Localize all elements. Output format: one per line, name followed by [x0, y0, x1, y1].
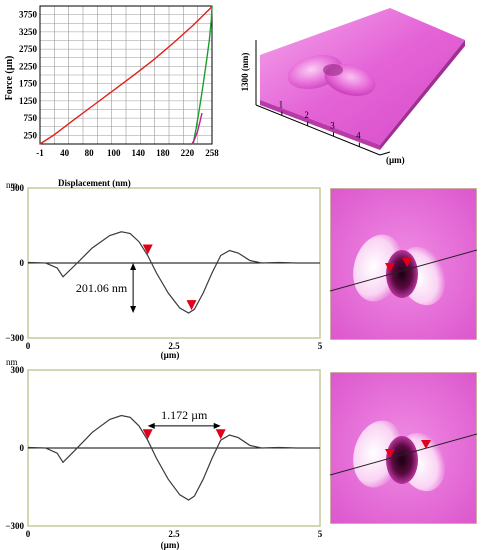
afm1-scan-line: [330, 249, 477, 292]
p1-x-tick-label: 0: [26, 341, 31, 351]
p2-marker: [215, 429, 226, 440]
p1-y-tick-label: −300: [5, 333, 24, 343]
x-axis-end: [379, 151, 391, 156]
force-y-label: Force (µn): [4, 56, 15, 101]
afm2-scan-line: [330, 433, 477, 476]
z-axis-label: 1300 (nm): [240, 53, 250, 92]
force-x-tick-label: 40: [60, 148, 70, 158]
profile1-markers: [142, 244, 197, 311]
profile1-unit: nm: [6, 180, 18, 190]
force-loading-line: [39, 5, 213, 145]
surface-x-tick-label: 4: [356, 131, 361, 141]
force-series-group: [39, 5, 213, 145]
force-curve-chart: -1 40 80 100 140 180 220 258 250 750 1250 1750 2250…: [4, 5, 219, 158]
p2-x-tick-label: 2.5: [168, 529, 180, 539]
force-y-tick-label: 750: [24, 113, 38, 123]
p1-x-tick-label: 2.5: [168, 341, 180, 351]
p2-marker: [142, 429, 153, 440]
p1-marker: [142, 244, 153, 255]
surface-x-tick-label: 2: [304, 110, 309, 120]
surface-x-tick-label: 1: [279, 99, 284, 109]
force-x-tick-label: 220: [181, 148, 195, 158]
surface-x-label: (µm): [386, 155, 405, 165]
profile2-y-ticks: 300 0 −300: [5, 365, 24, 531]
width-annotation: 1.172 µm: [161, 408, 208, 422]
afm2-marker-1: [385, 449, 395, 458]
surface-x-ticks: 1 2 3 4: [279, 99, 361, 147]
width-arrow-head-right: [213, 422, 221, 429]
profile2-line: [27, 414, 320, 501]
width-arrow-head-left: [147, 422, 155, 429]
depth-arrow-head-top: [130, 263, 137, 270]
force-x-tick-label: -1: [36, 148, 44, 158]
p2-x-tick-label: 5: [318, 529, 323, 539]
p1-marker: [186, 300, 197, 311]
indent-cavity: [323, 64, 343, 76]
p2-y-tick-label: 0: [20, 443, 25, 453]
force-x-ticks: -1 40 80 100 140 180 220 258: [36, 148, 219, 158]
profile1-x-ticks: 0 2.5 5: [26, 341, 323, 351]
depth-annotation: 201.06 nm: [76, 281, 128, 295]
force-x-tick-label: 140: [132, 148, 146, 158]
force-y-tick-label: 2250: [19, 61, 38, 71]
afm2-indent: [386, 436, 418, 484]
surface-front-edge: [260, 100, 380, 150]
p1-y-tick-label: 300: [11, 183, 25, 193]
profile2-markers: [142, 429, 226, 440]
afm-topview-2: [330, 372, 477, 524]
profile1-line: [27, 231, 320, 314]
depth-arrow: [130, 263, 137, 313]
force-y-tick-label: 1250: [19, 96, 38, 106]
profile2-x-ticks: 0 2.5 5: [26, 529, 323, 539]
force-unloading-line: [192, 5, 213, 145]
profile2-x-label: (µm): [161, 540, 180, 550]
force-y-tick-label: 1750: [19, 79, 38, 89]
profile1-x-label: (µm): [161, 350, 180, 360]
afm1-indent: [386, 250, 418, 298]
afm2-marker-2: [421, 440, 431, 449]
force-grid: [40, 6, 212, 144]
p1-x-tick-label: 5: [318, 341, 323, 351]
p1-y-tick-label: 0: [20, 258, 25, 268]
force-y-tick-label: 3750: [19, 10, 38, 20]
profile1-title: Displacement (nm): [58, 178, 131, 188]
p2-x-tick-label: 0: [26, 529, 31, 539]
depth-arrow-head-bottom: [130, 306, 137, 313]
force-x-tick-label: 258: [205, 148, 219, 158]
surface-right-edge: [380, 40, 465, 150]
p2-y-tick-label: 300: [11, 365, 25, 375]
force-plot-frame: [39, 5, 213, 145]
afm1-marker-2: [402, 258, 412, 267]
afm1-marker-1: [385, 263, 395, 272]
force-y-tick-label: 2750: [19, 44, 38, 54]
profile2-unit: nm: [6, 357, 18, 367]
profile1-y-ticks: 300 0 −300: [5, 183, 24, 343]
force-y-tick-label: 250: [24, 130, 38, 140]
afm-3d-surface: 1300 (nm) 1 2 3 4 (µm): [240, 8, 465, 165]
p2-y-tick-label: −300: [5, 521, 24, 531]
surface-x-tick-label: 3: [330, 120, 335, 130]
force-x-tick-label: 180: [156, 148, 170, 158]
force-x-tick-label: 100: [107, 148, 121, 158]
force-x-tick-label: 80: [85, 148, 95, 158]
force-hold-line: [191, 112, 203, 145]
force-y-ticks: 250 750 1250 1750 2250 2750 3250 3750: [19, 10, 38, 141]
afm-topview-1: [330, 188, 477, 340]
width-arrow: [147, 422, 221, 429]
force-y-tick-label: 3250: [19, 27, 38, 37]
